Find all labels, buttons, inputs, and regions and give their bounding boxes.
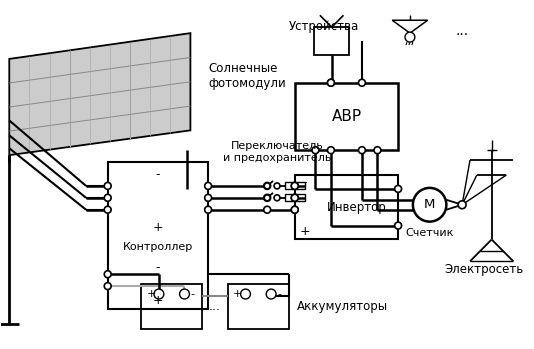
Circle shape (104, 271, 111, 278)
Text: -: - (277, 289, 281, 299)
Bar (141, 284, 202, 329)
Circle shape (266, 289, 276, 299)
Circle shape (405, 32, 415, 42)
Circle shape (104, 283, 111, 290)
Circle shape (327, 79, 334, 86)
Circle shape (292, 206, 298, 213)
Circle shape (264, 206, 271, 213)
Text: -: - (156, 169, 160, 181)
Text: ...: ... (209, 300, 221, 313)
Text: +: + (299, 225, 310, 238)
Circle shape (292, 194, 298, 201)
Circle shape (395, 222, 402, 229)
Circle shape (292, 206, 298, 213)
Circle shape (358, 79, 365, 86)
Circle shape (327, 79, 334, 86)
Circle shape (413, 188, 446, 222)
Text: -: - (156, 261, 160, 274)
Bar (295, 175, 398, 239)
Circle shape (104, 183, 111, 190)
Circle shape (179, 289, 190, 299)
Circle shape (264, 183, 270, 189)
Text: Счетчик: Счетчик (405, 228, 454, 238)
Bar (228, 284, 289, 329)
Text: -: - (302, 177, 307, 190)
Circle shape (292, 183, 298, 190)
Text: М: М (424, 198, 435, 211)
Text: Переключатель
и предохранитель: Переключатель и предохранитель (223, 141, 331, 163)
Circle shape (104, 194, 111, 201)
Circle shape (358, 147, 365, 154)
Text: -: - (191, 289, 194, 299)
Text: Солнечные
фотомодули: Солнечные фотомодули (208, 62, 286, 90)
Circle shape (264, 194, 271, 201)
Circle shape (104, 206, 111, 213)
Circle shape (205, 206, 211, 213)
Text: +: + (146, 289, 156, 299)
Text: ...: ... (456, 24, 469, 38)
Circle shape (205, 183, 211, 190)
Circle shape (264, 195, 270, 201)
Text: Инвертор: Инвертор (326, 201, 386, 214)
Circle shape (374, 147, 381, 154)
Circle shape (241, 289, 250, 299)
Bar (315, 27, 349, 55)
Polygon shape (9, 33, 191, 155)
Circle shape (274, 195, 280, 201)
Circle shape (312, 147, 319, 154)
Text: +: + (233, 289, 242, 299)
Text: Электросеть: Электросеть (444, 263, 523, 276)
Circle shape (274, 183, 280, 189)
Text: АВР: АВР (332, 109, 362, 124)
Circle shape (292, 194, 298, 201)
Bar (108, 162, 208, 309)
Text: +: + (153, 221, 163, 234)
Text: Устройства: Устройства (289, 20, 359, 33)
Bar (285, 194, 304, 201)
Circle shape (327, 147, 334, 154)
Circle shape (264, 183, 271, 190)
Text: Аккумуляторы: Аккумуляторы (297, 300, 388, 313)
Circle shape (205, 194, 211, 201)
Circle shape (154, 289, 164, 299)
Circle shape (395, 185, 402, 192)
Bar (285, 183, 304, 190)
Circle shape (458, 201, 466, 209)
Bar (295, 83, 398, 150)
Text: +: + (153, 295, 163, 307)
Circle shape (292, 183, 298, 190)
Text: Контроллер: Контроллер (123, 243, 193, 252)
